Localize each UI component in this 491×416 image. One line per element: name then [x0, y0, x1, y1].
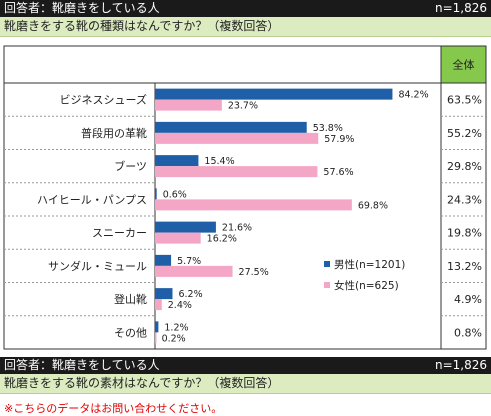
total-value: 63.5%: [447, 94, 482, 107]
legend-swatch-female: [324, 282, 330, 288]
value-label-male: 5.7%: [177, 256, 201, 267]
total-value: 29.8%: [447, 160, 482, 173]
bar-female: [155, 299, 162, 311]
category-label: ビジネスシューズ: [60, 93, 147, 107]
bar-male: [155, 254, 172, 266]
respondent-header-2: 回答者：靴磨きをしている人 n=1,826: [0, 357, 491, 374]
legend-swatch-male: [324, 261, 330, 267]
bar-male: [155, 288, 173, 300]
category-label: ハイヒール・パンプス: [37, 193, 147, 206]
bar-male: [155, 121, 307, 133]
bar-female: [155, 132, 319, 144]
value-label-female: 57.6%: [323, 167, 353, 178]
bar-male: [155, 155, 199, 167]
value-label-male: 1.2%: [164, 322, 188, 333]
legend-label-male: 男性(n=1201): [334, 258, 405, 271]
category-label: その他: [114, 326, 147, 339]
value-label-male: 6.2%: [178, 289, 202, 300]
respondent-header-1: 回答者：靴磨きをしている人 n=1,826: [0, 0, 491, 17]
value-label-male: 21.6%: [222, 223, 252, 234]
respondent-count-2: n=1,826: [434, 358, 487, 372]
value-label-male: 84.2%: [398, 90, 428, 101]
bar-female: [155, 199, 352, 211]
total-header-label: 全体: [453, 58, 475, 72]
value-label-female: 57.9%: [324, 134, 354, 145]
value-label-male: 53.8%: [313, 123, 343, 134]
bar-male: [155, 188, 157, 200]
value-label-female: 2.4%: [168, 300, 192, 311]
total-value: 19.8%: [447, 227, 482, 240]
respondent-label-1: 回答者：靴磨きをしている人: [4, 1, 160, 15]
chart-area: 全体ビジネスシューズ 84.2% 23.7% 63.5% 普段用の革靴 53.8% 57.9…: [0, 38, 491, 353]
question-text-2: 靴磨きをする靴の素材はなんですか？（複数回答）: [4, 376, 280, 390]
value-label-female: 0.2%: [162, 333, 186, 344]
category-label: サンダル・ミュール: [48, 259, 147, 273]
respondent-label-2: 回答者：靴磨きをしている人: [4, 358, 160, 372]
bar-female: [155, 332, 157, 344]
total-value: 24.3%: [447, 193, 482, 206]
bar-female: [155, 232, 201, 244]
value-label-male: 0.6%: [163, 189, 187, 200]
value-label-male: 15.4%: [204, 156, 234, 167]
category-label: ブーツ: [114, 159, 147, 173]
question-bar-2: 靴磨きをする靴の素材はなんですか？（複数回答）: [0, 374, 491, 394]
value-label-female: 23.7%: [228, 101, 258, 112]
bar-female: [155, 99, 222, 111]
contact-note: ※こちらのデータはお問い合わせください。: [4, 402, 223, 415]
total-value: 0.8%: [454, 326, 482, 339]
bar-female: [155, 265, 233, 277]
total-value: 13.2%: [447, 260, 482, 273]
bar-male: [155, 321, 159, 333]
question-bar-1: 靴磨きをする靴の種類はなんですか？（複数回答）: [0, 17, 491, 37]
value-label-female: 16.2%: [207, 234, 237, 245]
legend-label-female: 女性(n=625): [334, 279, 399, 292]
chart-frame: [3, 45, 487, 350]
question-text-1: 靴磨きをする靴の種類はなんですか？（複数回答）: [4, 19, 280, 33]
bar-male: [155, 221, 216, 233]
respondent-count-1: n=1,826: [434, 1, 487, 15]
value-label-female: 27.5%: [239, 267, 269, 278]
category-label: 普段用の革靴: [81, 126, 147, 140]
bar-male: [155, 88, 393, 100]
value-label-female: 69.8%: [358, 200, 388, 211]
bar-female: [155, 166, 318, 178]
total-value: 4.9%: [454, 293, 482, 306]
category-label: 登山靴: [114, 292, 147, 306]
total-value: 55.2%: [447, 127, 482, 140]
category-label: スニーカー: [92, 227, 147, 240]
